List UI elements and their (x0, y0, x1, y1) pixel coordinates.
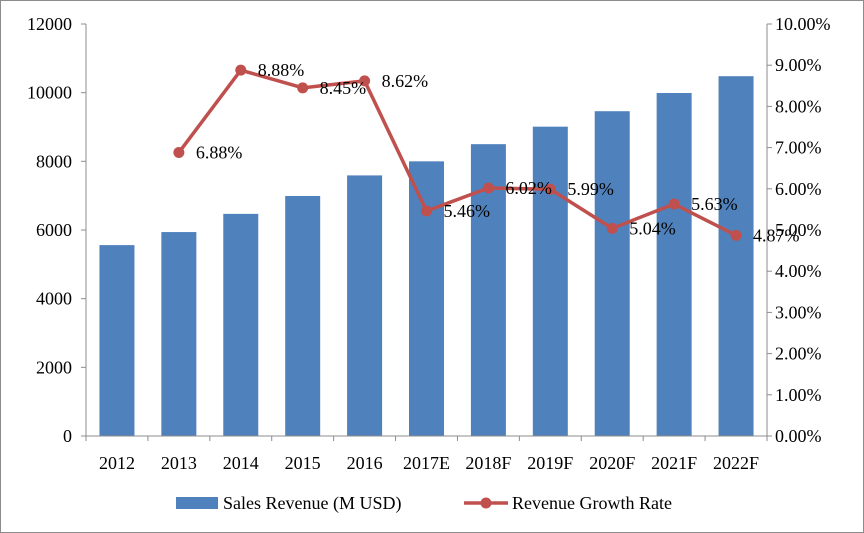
right-tick-label: 5.00% (775, 220, 822, 240)
growth-data-label: 5.99% (567, 179, 614, 199)
bar-2017E (409, 161, 444, 437)
x-tick-label: 2018F (465, 453, 511, 473)
left-tick-label: 4000 (36, 289, 72, 309)
growth-data-label: 4.87% (753, 225, 800, 245)
growth-point-2019F (544, 183, 556, 195)
growth-point-2018F (482, 182, 494, 194)
x-tick-label: 2019F (527, 453, 573, 473)
right-tick-label: 2.00% (775, 344, 822, 364)
x-tick-label: 2015 (285, 453, 321, 473)
growth-point-2021F (668, 198, 680, 210)
x-tick-label: 2014 (223, 453, 259, 473)
left-tick-label: 0 (63, 426, 72, 446)
growth-point-2013 (173, 147, 185, 159)
x-tick-label: 2017E (403, 453, 450, 473)
growth-data-label: 5.46% (444, 201, 491, 221)
growth-point-2017E (421, 205, 432, 217)
growth-data-label: 6.88% (196, 143, 243, 163)
x-tick-label: 2021F (651, 453, 697, 473)
growth-data-label: 8.88% (258, 60, 305, 80)
right-tick-label: 4.00% (775, 261, 822, 281)
growth-point-2015 (297, 82, 309, 94)
legend-bar-swatch (176, 497, 218, 509)
right-tick-label: 9.00% (775, 55, 822, 75)
right-tick-label: 0.00% (775, 426, 822, 446)
bar-2012 (99, 245, 135, 436)
growth-point-2022F (730, 229, 742, 241)
right-tick-label: 8.00% (775, 96, 822, 116)
bar-2019F (532, 126, 568, 436)
bar-2016 (347, 175, 383, 436)
right-tick-label: 1.00% (775, 385, 822, 405)
bar-2014 (223, 213, 259, 436)
legend-line-marker (480, 497, 492, 509)
growth-rate-line (177, 68, 737, 237)
bar-2021F (656, 93, 692, 436)
right-tick-label: 10.00% (775, 14, 831, 34)
right-tick-label: 3.00% (775, 302, 822, 322)
x-tick-label: 2022F (713, 453, 759, 473)
legend-line-label: Revenue Growth Rate (512, 493, 672, 513)
growth-data-label: 5.04% (629, 218, 676, 238)
growth-data-label: 6.02% (505, 178, 551, 198)
bar-2015 (285, 196, 321, 436)
growth-point-2016 (359, 75, 371, 87)
left-tick-label: 10000 (27, 83, 72, 103)
left-tick-label: 12000 (27, 14, 72, 34)
bar-2013 (161, 232, 197, 436)
x-tick-label: 2013 (161, 453, 197, 473)
bar-2020F (594, 111, 630, 436)
x-tick-label: 2012 (99, 453, 135, 473)
right-tick-label: 7.00% (775, 138, 822, 158)
legend-bar-label: Sales Revenue (M USD) (223, 493, 401, 514)
x-tick-label: 2020F (589, 453, 635, 473)
left-tick-label: 8000 (36, 151, 72, 171)
right-tick-label: 6.00% (775, 179, 822, 199)
growth-data-label: 5.63% (691, 194, 738, 214)
growth-point-2014 (235, 64, 247, 76)
bar-2022F (718, 76, 754, 436)
growth-data-label: 8.45% (320, 78, 367, 98)
left-tick-label: 2000 (36, 357, 72, 377)
growth-data-label: 8.62% (382, 71, 429, 91)
growth-point-2020F (606, 222, 618, 234)
x-tick-label: 2016 (347, 453, 383, 473)
left-tick-label: 6000 (36, 220, 72, 240)
